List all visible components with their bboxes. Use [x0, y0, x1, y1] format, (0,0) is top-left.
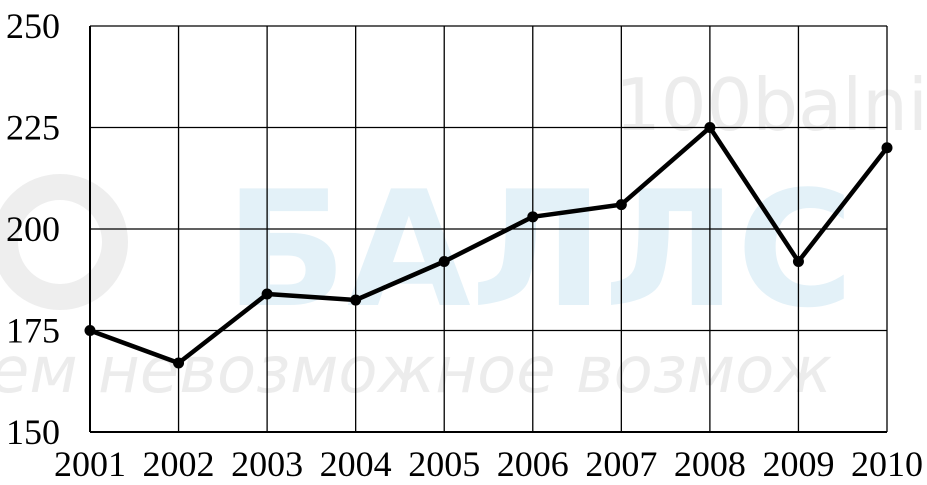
- data-point: [792, 255, 804, 267]
- data-point: [881, 142, 893, 154]
- x-tick-label: 2006: [497, 444, 569, 484]
- data-point: [84, 325, 96, 336]
- x-tick-label: 2001: [54, 444, 126, 484]
- watermark-logo-circle: [0, 174, 128, 310]
- data-point: [704, 122, 716, 133]
- y-tick-label: 200: [6, 209, 60, 249]
- x-tick-label: 2004: [320, 444, 392, 484]
- data-point: [350, 294, 362, 306]
- chart-series: [84, 122, 893, 369]
- y-tick-label: 175: [6, 311, 60, 351]
- data-point: [261, 288, 273, 300]
- x-tick-label: 2008: [674, 444, 746, 484]
- x-tick-label: 2005: [408, 444, 480, 484]
- x-tick-label: 2010: [851, 444, 923, 484]
- data-point: [615, 199, 627, 211]
- x-tick-label: 2003: [231, 444, 303, 484]
- y-tick-label: 250: [6, 6, 60, 46]
- x-tick-label: 2009: [762, 444, 834, 484]
- data-point: [438, 255, 450, 267]
- y-tick-label: 150: [6, 412, 60, 452]
- series-line: [87, 125, 890, 366]
- data-point: [173, 357, 185, 369]
- watermark-site-text: 100balnik: [615, 63, 927, 147]
- data-point: [527, 211, 539, 223]
- x-tick-label: 2002: [143, 444, 215, 484]
- chart-tick-labels: 2001 2002 2003 2004 2005 2006 2007 2008 2009 2010…: [6, 6, 923, 484]
- watermark: 100balnik БАЛЛС ем невозможное возмож: [0, 63, 927, 408]
- y-tick-label: 225: [6, 108, 60, 148]
- watermark-logo-text: БАЛЛС: [225, 156, 854, 343]
- chart-axes: [89, 26, 887, 433]
- x-tick-label: 2007: [585, 444, 657, 484]
